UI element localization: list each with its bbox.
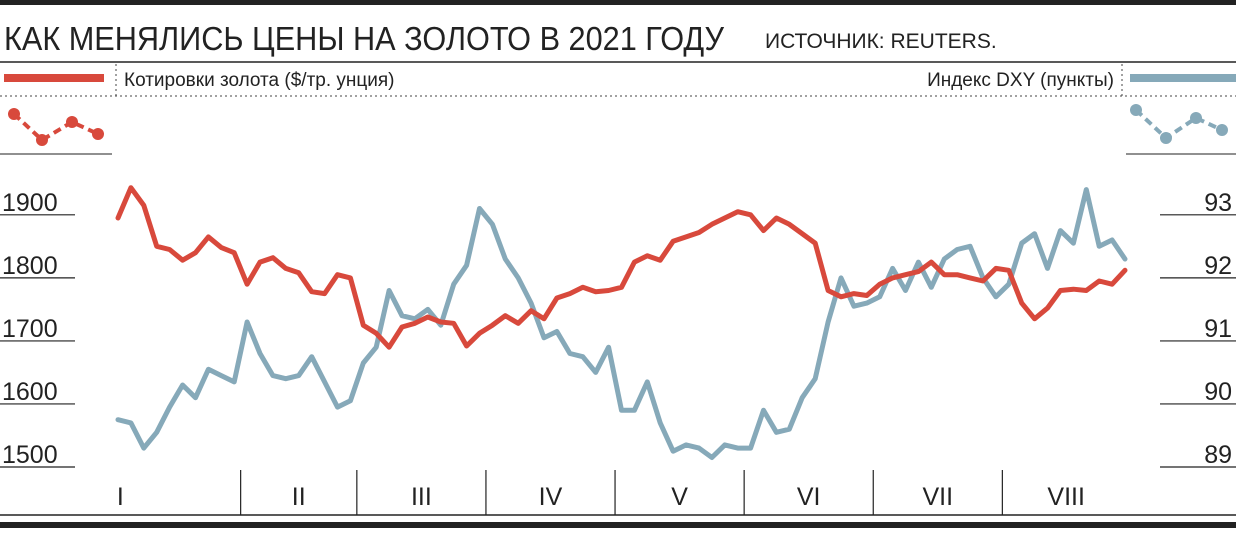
y-tick-label: 1500 bbox=[2, 441, 58, 469]
x-tick-label: I bbox=[117, 483, 124, 511]
dxy-icon bbox=[1126, 104, 1236, 155]
y-tick-label: 1700 bbox=[2, 315, 58, 343]
y2-tick-label: 91 bbox=[1204, 315, 1232, 343]
top-rule bbox=[0, 0, 1236, 5]
y-tick-label: 1600 bbox=[2, 378, 58, 406]
y2-tick-label: 89 bbox=[1204, 441, 1232, 469]
bottom-rule bbox=[0, 522, 1236, 528]
legend-swatch bbox=[1130, 74, 1236, 82]
series-line bbox=[115, 187, 1128, 460]
legend-swatch bbox=[4, 74, 104, 82]
y2-tick-label: 93 bbox=[1204, 189, 1232, 217]
x-tick-label: VI bbox=[797, 483, 821, 511]
y2-tick-label: 90 bbox=[1204, 378, 1232, 406]
gold-icon bbox=[0, 108, 112, 155]
source: ИСТОЧНИК: REUTERS. bbox=[765, 30, 997, 53]
x-tick-label: VIII bbox=[1047, 483, 1085, 511]
y2-tick-label: 92 bbox=[1204, 252, 1232, 280]
y-tick-label: 1800 bbox=[2, 252, 58, 280]
x-tick-label: IV bbox=[539, 483, 563, 511]
y-tick-label: 1900 bbox=[2, 189, 58, 217]
x-tick-label: V bbox=[671, 483, 688, 511]
legend-label: Индекс DXY (пункты) bbox=[927, 70, 1114, 91]
x-tick-label: II bbox=[292, 483, 306, 511]
legend-label: Котировки золота ($/тр. унция) bbox=[124, 70, 395, 91]
x-tick-label: VII bbox=[923, 483, 954, 511]
series-line bbox=[115, 185, 1128, 350]
x-tick-label: III bbox=[411, 483, 432, 511]
chart-title: КАК МЕНЯЛИСЬ ЦЕНЫ НА ЗОЛОТО В 2021 ГОДУ bbox=[4, 20, 725, 57]
